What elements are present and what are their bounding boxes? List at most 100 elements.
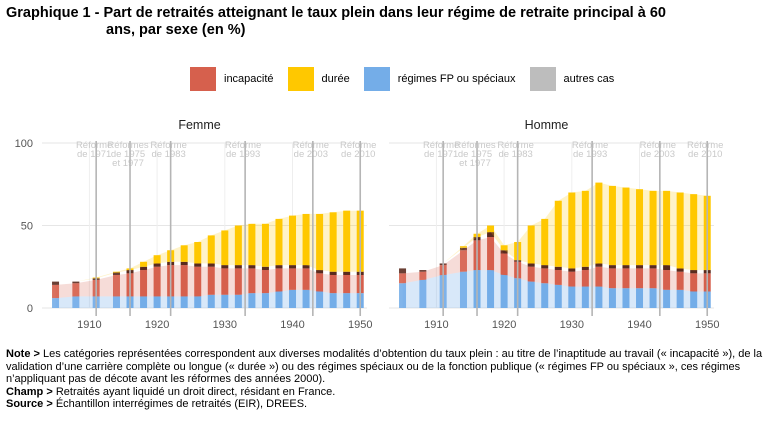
bar-duree-1-5 [487, 225, 495, 233]
bar-duree-1-14 [608, 185, 616, 266]
x-tick-label-0-3: 1940 [280, 319, 304, 331]
ribbon-regimes-1 [402, 270, 708, 308]
bar-regimes-0-3 [112, 296, 120, 308]
bar-incapacite-0-6 [153, 266, 161, 297]
x-tick-label-1-2: 1930 [560, 319, 584, 331]
chart-title: Graphique 1 - Part de retraités atteigna… [6, 5, 766, 39]
bar-regimes-1-8 [527, 281, 535, 308]
x-tick-label-1-4: 1950 [695, 319, 719, 331]
bar-incapacite-0-19 [329, 275, 337, 294]
bar-incapacite-0-3 [112, 275, 120, 297]
bar-regimes-1-17 [649, 288, 657, 308]
bar-incapacite-0-10 [207, 266, 215, 295]
bar-regimes-0-10 [207, 294, 215, 308]
notes: Note > Les catégories représentées corre… [6, 348, 772, 411]
bar-duree-0-9 [194, 242, 202, 264]
bar-autres-1-12 [581, 266, 589, 271]
bar-duree-1-3 [459, 246, 467, 248]
bar-regimes-1-19 [676, 289, 684, 308]
bar-duree-0-13 [248, 223, 256, 266]
bar-regimes-0-11 [221, 294, 229, 308]
legend-item-regimes: régimes FP ou spéciaux [363, 67, 516, 91]
bar-autres-0-8 [180, 261, 188, 266]
bar-duree-1-16 [636, 189, 644, 266]
bar-autres-0-5 [140, 266, 148, 271]
bar-duree-1-13 [595, 182, 603, 264]
panel-title-0: Femme [178, 118, 220, 132]
x-tick-label-1-1: 1920 [492, 319, 516, 331]
bar-duree-1-15 [622, 187, 630, 266]
bar-duree-1-8 [527, 225, 535, 264]
bar-regimes-0-0 [52, 298, 60, 308]
note-paragraph: Note > Les catégories représentées corre… [6, 348, 772, 386]
bar-duree-0-10 [207, 235, 215, 264]
bar-autres-1-3 [459, 247, 467, 251]
reform-label-1-0: Réforme de 1971 [423, 140, 459, 160]
bar-duree-0-11 [221, 230, 229, 266]
bar-incapacite-0-12 [234, 268, 242, 295]
bar-autres-1-16 [636, 265, 644, 269]
bar-autres-0-3 [112, 272, 120, 275]
bar-duree-1-19 [676, 192, 684, 269]
bar-duree-0-6 [153, 255, 161, 264]
bar-duree-1-17 [649, 190, 657, 266]
bar-regimes-0-20 [343, 293, 351, 308]
legend-label-duree: durée [321, 73, 350, 85]
bar-incapacite-0-17 [302, 268, 310, 290]
bar-incapacite-1-16 [636, 268, 644, 289]
x-tick-label-0-0: 1910 [77, 319, 101, 331]
legend-key-duree [287, 67, 314, 91]
legend-item-autres: autres cas [529, 67, 614, 91]
bar-regimes-1-16 [636, 288, 644, 308]
source-text: Échantillon interrégimes de retraités (E… [52, 398, 308, 411]
bar-incapacite-1-17 [649, 268, 657, 289]
bar-duree-1-10 [554, 200, 562, 267]
x-tick-label-0-2: 1930 [213, 319, 237, 331]
bar-duree-1-9 [541, 218, 549, 266]
bar-autres-1-10 [554, 266, 562, 271]
bar-duree-0-16 [289, 215, 297, 266]
bar-regimes-1-11 [568, 286, 576, 308]
ribbon-incapacite-1 [402, 237, 708, 292]
reform-label-1-4: Réforme de 2003 [640, 140, 676, 160]
bar-autres-0-15 [275, 265, 283, 269]
reform-label-0-2: Réforme de 1983 [150, 140, 186, 160]
note-text: Les catégories représentées corresponden… [6, 348, 763, 386]
reform-label-1-2: Réforme de 1983 [497, 140, 533, 160]
bar-regimes-0-5 [140, 296, 148, 308]
x-tick-label-1-0: 1910 [424, 319, 448, 331]
reform-label-0-1: Réformes de 1975 et 1977 [107, 140, 148, 169]
bar-regimes-1-6 [500, 275, 508, 308]
bar-autres-1-1 [419, 270, 427, 272]
bar-autres-0-9 [194, 263, 202, 267]
reform-label-1-1: Réformes de 1975 et 1977 [454, 140, 495, 169]
reform-label-0-3: Réforme de 1993 [225, 140, 261, 160]
legend-label-regimes: régimes FP ou spéciaux [397, 73, 516, 85]
bar-autres-1-19 [676, 268, 684, 272]
bar-autres-1-0 [399, 268, 407, 274]
bar-autres-0-11 [221, 265, 229, 269]
bar-duree-1-12 [581, 190, 589, 267]
bar-duree-0-12 [234, 225, 242, 266]
bar-incapacite-1-14 [608, 268, 616, 289]
bar-regimes-1-1 [419, 279, 427, 308]
bar-incapacite-1-9 [541, 268, 549, 284]
bar-autres-1-6 [500, 250, 508, 254]
bar-regimes-1-20 [690, 291, 698, 308]
bar-autres-0-13 [248, 265, 256, 269]
y-tick-label-0: 0 [27, 303, 33, 315]
bar-autres-0-16 [289, 265, 297, 269]
legend-item-duree: durée [287, 67, 350, 91]
bar-incapacite-0-16 [289, 268, 297, 290]
bar-regimes-0-1 [72, 296, 80, 308]
bar-incapacite-0-0 [52, 284, 60, 299]
source-label: Source > [6, 398, 53, 411]
bar-regimes-0-15 [275, 291, 283, 308]
bar-autres-1-17 [649, 265, 657, 269]
bar-incapacite-1-10 [554, 270, 562, 285]
ribbon-regimes-0 [55, 289, 361, 308]
bar-duree-1-6 [500, 245, 508, 251]
bar-autres-1-5 [487, 232, 495, 238]
reform-label-1-5: Réforme de 2010 [687, 140, 723, 160]
